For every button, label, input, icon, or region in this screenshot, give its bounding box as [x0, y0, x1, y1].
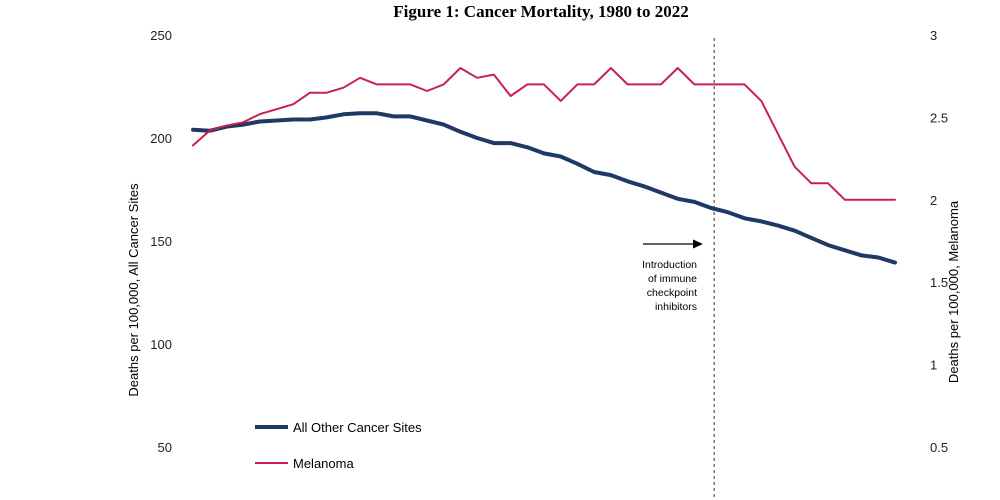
annotation-line-3: checkpoint: [647, 287, 697, 299]
annotation-arrowhead-icon: [693, 239, 703, 249]
left-tick-label: 150: [150, 234, 172, 249]
right-tick-label: 0.5: [930, 440, 948, 455]
right-axis-label: Deaths per 100,000, Melanoma: [946, 200, 961, 383]
annotation-line-1: Introduction: [642, 259, 697, 271]
right-tick-label: 2.5: [930, 110, 948, 125]
right-tick-label: 1.5: [930, 275, 948, 290]
series-line-all-other-cancer-sites: [191, 111, 897, 265]
annotation-line-2: of immune: [648, 273, 697, 285]
left-tick-label: 100: [150, 337, 172, 352]
right-tick-label: 3: [930, 28, 937, 43]
annotation-line-4: inhibitors: [655, 301, 697, 313]
legend-label-melanoma: Melanoma: [293, 456, 354, 471]
series-line-melanoma: [192, 67, 896, 201]
right-tick-label: 1: [930, 358, 937, 373]
annotation: Introduction of immune checkpoint inhibi…: [642, 239, 703, 313]
left-tick-label: 50: [158, 440, 172, 455]
left-axis-label: Deaths per 100,000, All Cancer Sites: [126, 183, 141, 397]
series-layer: [191, 67, 897, 265]
left-tick-label: 200: [150, 131, 172, 146]
legend-label-all-other-cancer-sites: All Other Cancer Sites: [293, 420, 422, 435]
chart-title: Figure 1: Cancer Mortality, 1980 to 2022: [393, 2, 688, 21]
right-tick-label: 2: [930, 193, 937, 208]
right-axis-ticks: 0.5 1 1.5 2 2.5 3: [930, 28, 948, 455]
legend: All Other Cancer Sites Melanoma: [255, 420, 422, 471]
left-tick-label: 250: [150, 28, 172, 43]
left-axis-ticks: 50 100 150 200 250: [150, 28, 172, 455]
